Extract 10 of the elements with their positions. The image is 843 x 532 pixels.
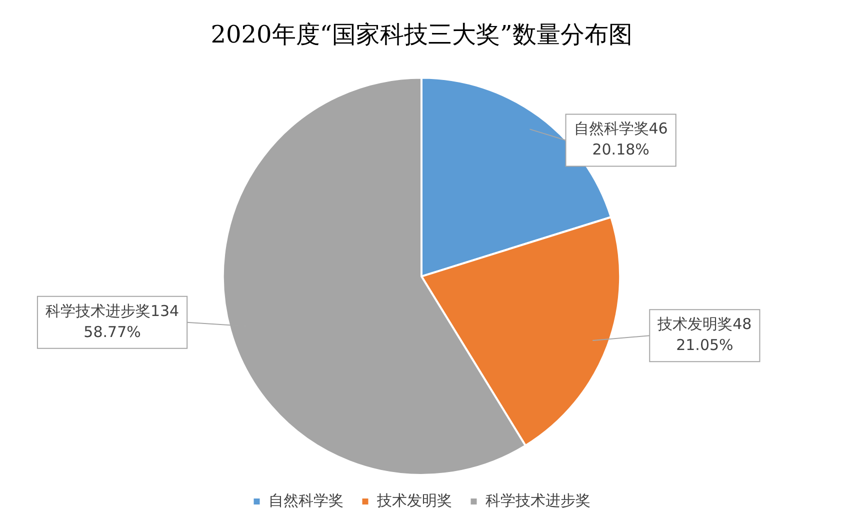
legend-label: 技术发明奖 [376, 491, 452, 510]
legend-label: 科学技术进步奖 [485, 491, 590, 510]
category-label: 技术发明奖48 [658, 315, 752, 334]
chart-title: 2020年度“国家科技三大奖”数量分布图 [210, 20, 632, 49]
category-label: 科学技术进步奖134 [45, 302, 180, 320]
text: 21.05% [676, 336, 734, 354]
text: 58.77% [84, 322, 141, 341]
category-label: 自然科学奖46 [574, 120, 668, 138]
text: 20.18% [592, 140, 650, 159]
legend-label: 自然科学奖 [268, 491, 344, 510]
